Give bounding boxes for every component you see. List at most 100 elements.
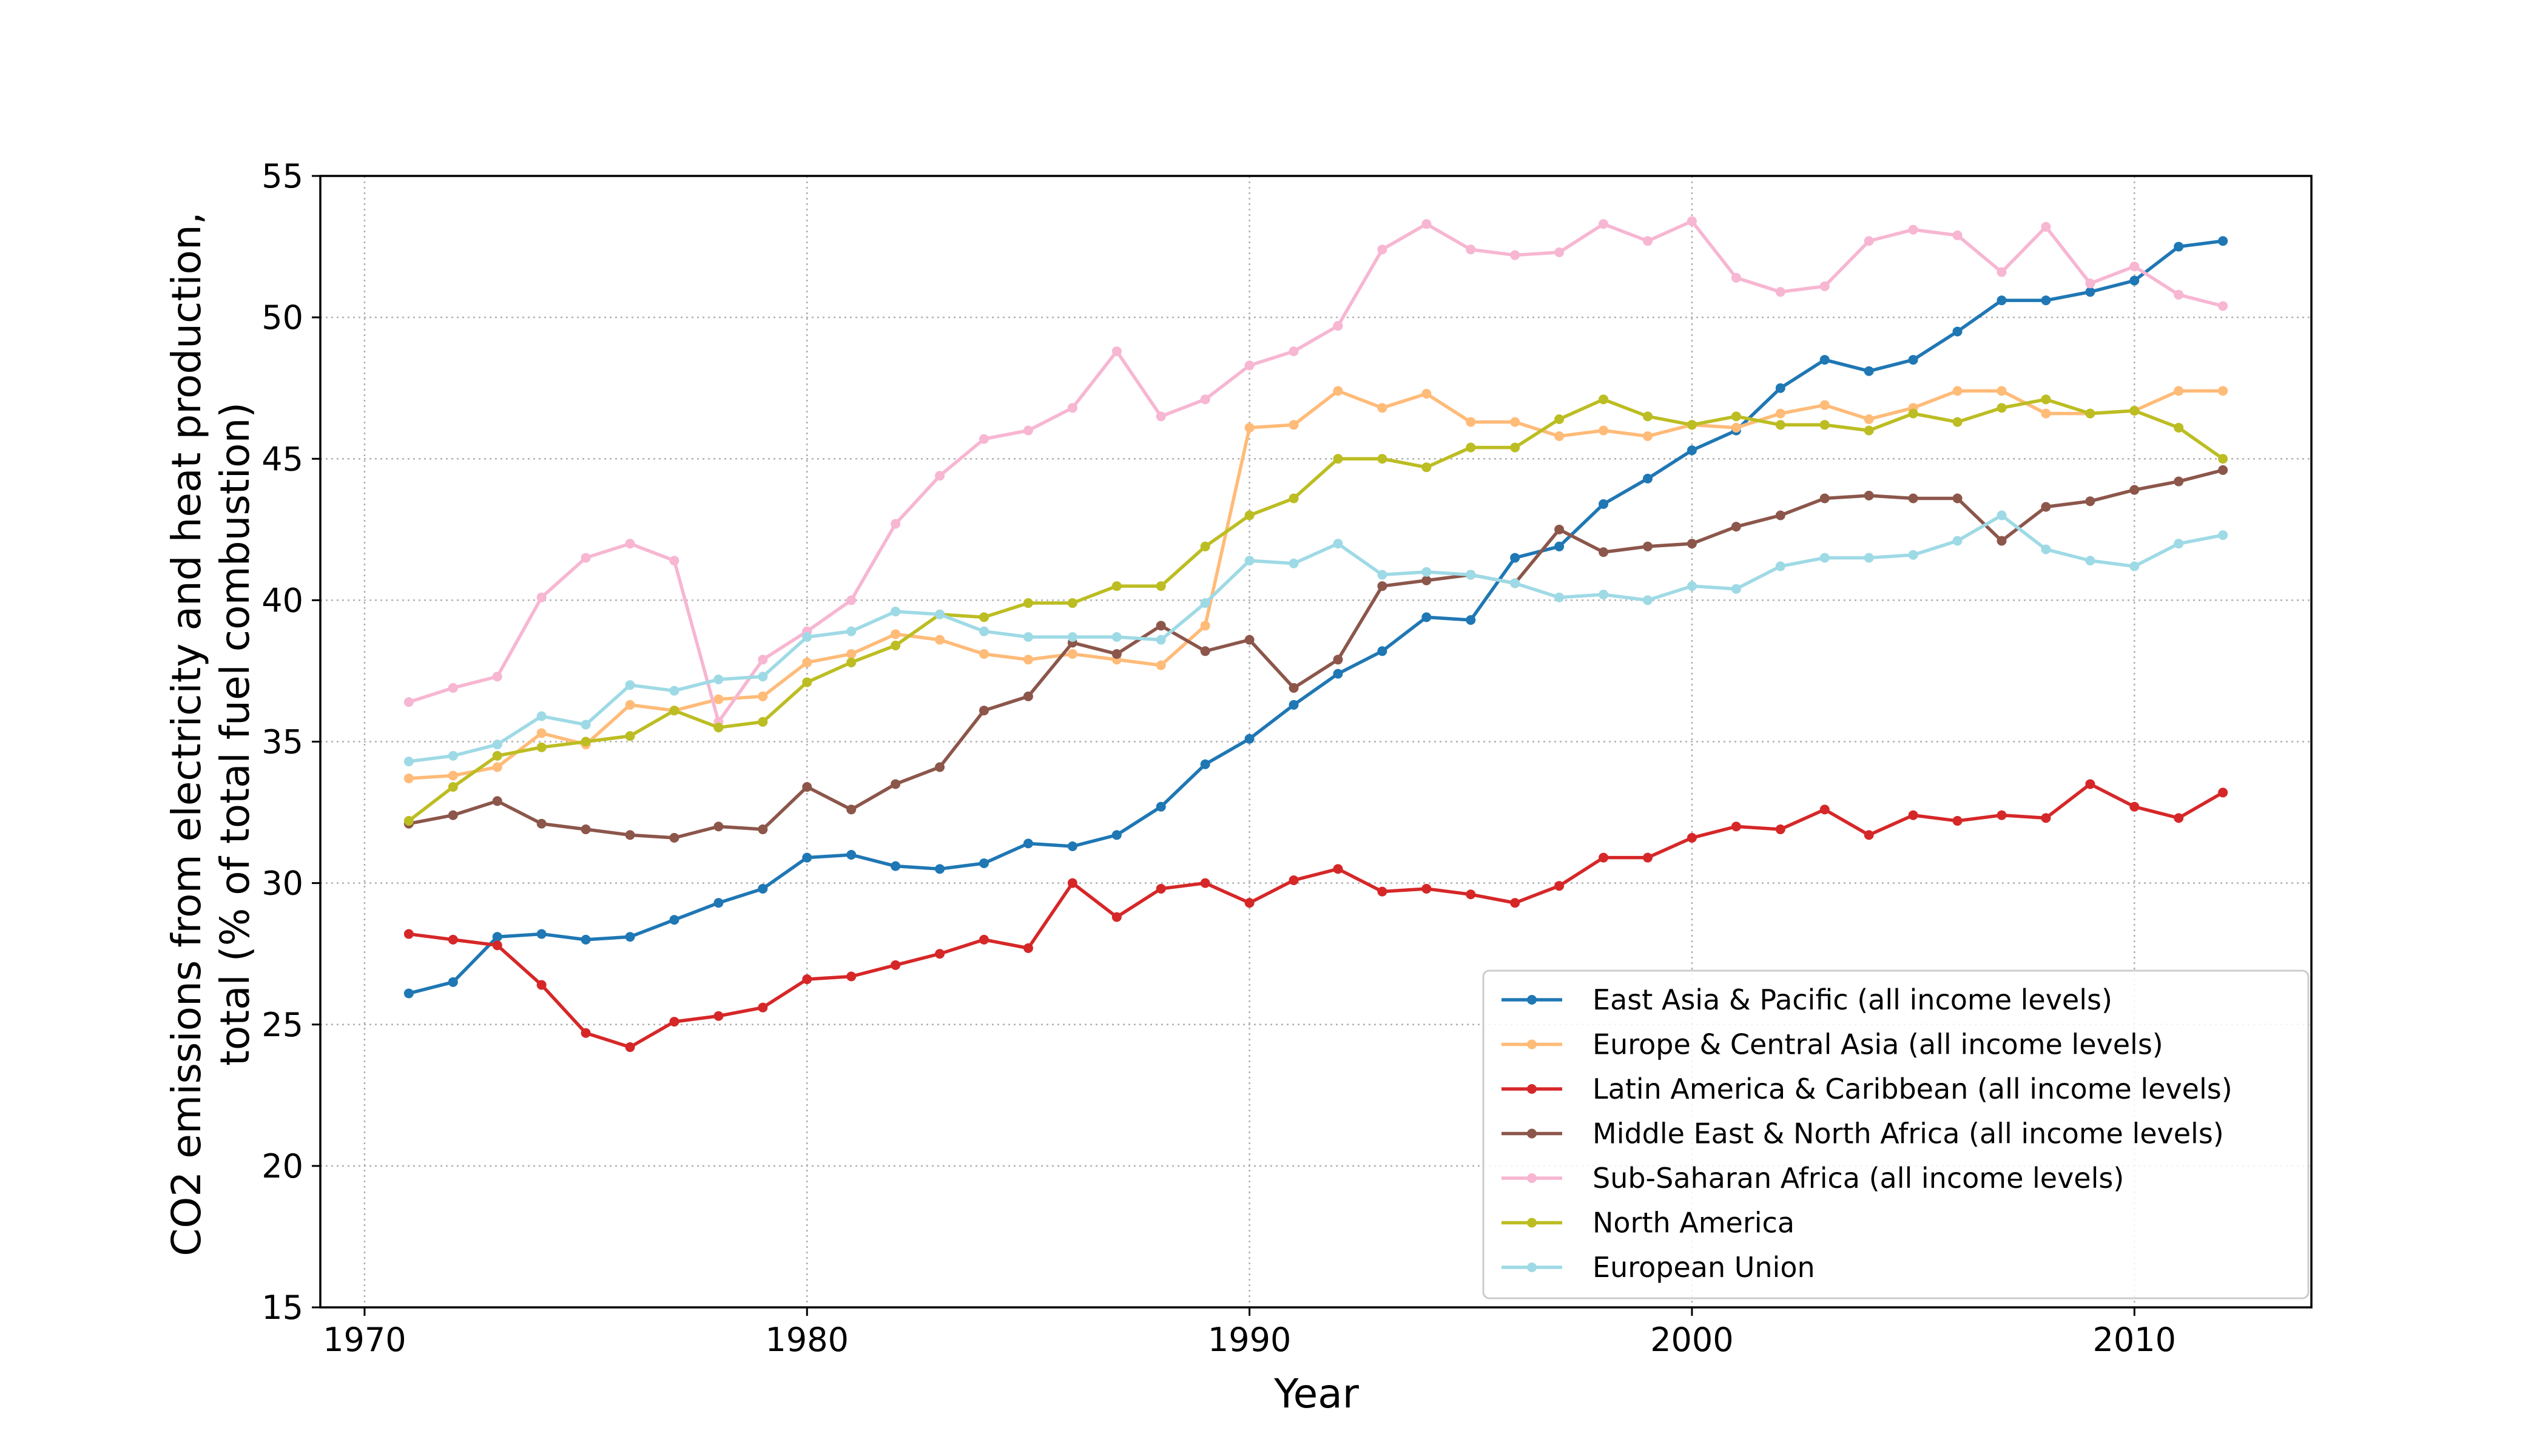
- data-point: [2129, 405, 2140, 416]
- data-point: [1819, 553, 1830, 563]
- data-point: [979, 934, 989, 945]
- data-point: [1952, 493, 1963, 504]
- data-point: [1289, 420, 1299, 430]
- y-tick-label: 55: [261, 157, 303, 195]
- data-point: [1111, 346, 1122, 357]
- data-point: [403, 697, 414, 707]
- data-point: [536, 818, 547, 829]
- data-point: [1510, 578, 1520, 588]
- data-point: [2041, 394, 2051, 405]
- data-point: [1510, 250, 1520, 260]
- data-point: [1775, 287, 1785, 297]
- data-point: [1156, 801, 1166, 812]
- legend-label: East Asia & Pacific (all income levels): [1592, 983, 2112, 1016]
- data-point: [2174, 539, 2184, 549]
- series-3: [403, 779, 2228, 1053]
- data-point: [1111, 581, 1122, 592]
- data-point: [1908, 408, 1918, 419]
- series-7: [403, 510, 2228, 767]
- data-point: [1200, 598, 1210, 608]
- series-5: [403, 216, 2228, 727]
- data-point: [1952, 417, 1963, 427]
- legend-marker: [1527, 1173, 1537, 1183]
- y-tick-label: 30: [261, 864, 303, 903]
- series-line: [408, 782, 2224, 1049]
- data-point: [758, 672, 768, 682]
- data-point: [846, 649, 857, 659]
- data-point: [1731, 422, 1741, 433]
- data-point: [1023, 838, 1033, 849]
- series-line: [408, 468, 2223, 840]
- data-point: [1156, 635, 1166, 645]
- data-point: [891, 861, 901, 871]
- data-point: [713, 898, 724, 908]
- data-point: [1333, 454, 1343, 464]
- data-point: [536, 711, 547, 721]
- data-point: [669, 833, 679, 843]
- data-point: [2129, 801, 2140, 812]
- data-point: [1643, 852, 1653, 863]
- series-4: [403, 465, 2228, 843]
- data-point: [581, 736, 591, 747]
- data-point: [2085, 287, 2095, 297]
- data-point: [2174, 476, 2184, 487]
- data-point: [1599, 547, 1609, 558]
- data-point: [1421, 462, 1432, 473]
- data-point: [1289, 875, 1299, 885]
- data-point: [2085, 496, 2095, 507]
- data-point: [1421, 567, 1432, 577]
- data-point: [1864, 366, 1874, 376]
- data-point: [1377, 646, 1387, 656]
- data-point: [1554, 592, 1565, 602]
- data-point: [802, 632, 812, 642]
- data-point: [1731, 411, 1741, 422]
- data-point: [1643, 411, 1653, 422]
- data-point: [846, 626, 857, 636]
- data-point: [935, 635, 945, 645]
- data-point: [1244, 422, 1255, 433]
- data-point: [1466, 244, 1476, 255]
- legend-label: Middle East & North Africa (all income l…: [1592, 1117, 2224, 1150]
- data-point: [891, 960, 901, 970]
- data-point: [403, 816, 414, 826]
- data-point: [1864, 236, 1874, 246]
- legend-label: Sub-Saharan Africa (all income levels): [1592, 1162, 2124, 1195]
- legend-label: North America: [1592, 1207, 1795, 1239]
- data-point: [1421, 575, 1432, 585]
- data-point: [802, 852, 812, 863]
- data-point: [1554, 524, 1565, 534]
- y-tick-label: 15: [261, 1289, 303, 1327]
- data-point: [1997, 536, 2007, 546]
- data-point: [1775, 824, 1785, 835]
- data-point: [1952, 326, 1963, 337]
- data-point: [625, 731, 635, 741]
- data-point: [1111, 830, 1122, 840]
- data-point: [1156, 621, 1166, 631]
- legend-label: Latin America & Caribbean (all income le…: [1592, 1073, 2233, 1105]
- data-point: [979, 612, 989, 622]
- data-point: [2129, 275, 2140, 286]
- data-point: [1997, 267, 2007, 277]
- data-point: [403, 929, 414, 939]
- y-axis-title: CO2 emissions from electricity and heat …: [163, 212, 258, 1256]
- data-point: [1067, 632, 1077, 642]
- legend-marker: [1527, 995, 1537, 1005]
- data-point: [1775, 408, 1785, 419]
- data-point: [2218, 236, 2228, 246]
- data-point: [2041, 813, 2051, 823]
- data-point: [1997, 403, 2007, 413]
- data-point: [2085, 408, 2095, 419]
- data-point: [2041, 408, 2051, 419]
- series-line: [408, 219, 2223, 724]
- data-point: [1819, 804, 1830, 815]
- data-point: [448, 810, 458, 820]
- data-point: [1377, 454, 1387, 464]
- y-tick-label: 35: [261, 723, 303, 761]
- data-point: [1864, 490, 1874, 500]
- data-point: [1333, 655, 1343, 665]
- data-point: [758, 655, 768, 665]
- data-point: [1908, 550, 1918, 560]
- legend-marker: [1527, 1128, 1537, 1139]
- legend-item: European Union: [1502, 1251, 1815, 1284]
- data-point: [2041, 544, 2051, 554]
